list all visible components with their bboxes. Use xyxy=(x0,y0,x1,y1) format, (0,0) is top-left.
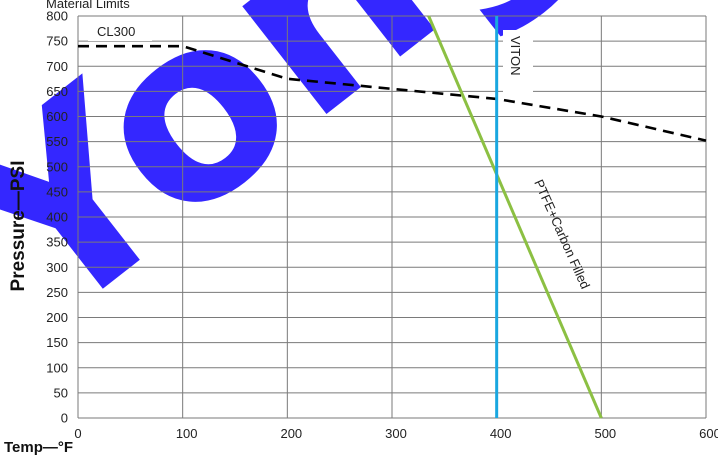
y-tick-label-15: 750 xyxy=(46,34,68,49)
x-tick-label-3: 300 xyxy=(385,426,407,441)
y-tick-label-4: 200 xyxy=(46,310,68,325)
viton-label-bg xyxy=(503,30,533,94)
y-axis-title: Pressure—PSI xyxy=(8,161,29,292)
x-tick-label-0: 0 xyxy=(74,426,81,441)
y-tick-label-14: 700 xyxy=(46,59,68,74)
series-line-ptfe-carbon-filled xyxy=(427,15,603,419)
y-tick-label-6: 300 xyxy=(46,260,68,275)
series-label-cl300: CL300 xyxy=(97,24,135,39)
series-layer xyxy=(78,15,707,419)
x-axis-title: Temp—°F xyxy=(4,439,73,456)
y-tick-label-5: 250 xyxy=(46,285,68,300)
y-tick-label-8: 400 xyxy=(46,210,68,225)
chart-header: Material Limits xyxy=(46,0,130,11)
x-tick-label-5: 500 xyxy=(594,426,616,441)
y-tick-label-7: 350 xyxy=(46,235,68,250)
y-tick-label-12: 600 xyxy=(46,109,68,124)
series-label-viton: VITON xyxy=(508,36,523,76)
y-tick-label-0: 0 xyxy=(61,411,68,426)
watermark-text: Yong xyxy=(0,0,628,378)
watermark-layer: Yong xyxy=(0,0,628,378)
x-tick-label-2: 200 xyxy=(280,426,302,441)
x-tick-label-4: 400 xyxy=(490,426,512,441)
y-tick-label-2: 100 xyxy=(46,360,68,375)
y-tick-label-9: 450 xyxy=(46,184,68,199)
x-tick-label-6: 600 xyxy=(699,426,718,441)
y-tick-label-11: 550 xyxy=(46,134,68,149)
x-tick-label-1: 100 xyxy=(176,426,198,441)
y-tick-label-16: 800 xyxy=(46,9,68,24)
tick-labels: 0 50 100 150 200 250 300 350 400 450 500 550 600 650 7… xyxy=(46,9,718,442)
y-tick-label-13: 650 xyxy=(46,84,68,99)
cl300-label-bg xyxy=(88,21,152,41)
y-tick-label-3: 150 xyxy=(46,335,68,350)
y-tick-label-10: 500 xyxy=(46,159,68,174)
y-tick-label-1: 50 xyxy=(54,385,68,400)
series-line-cl300 xyxy=(78,44,707,142)
